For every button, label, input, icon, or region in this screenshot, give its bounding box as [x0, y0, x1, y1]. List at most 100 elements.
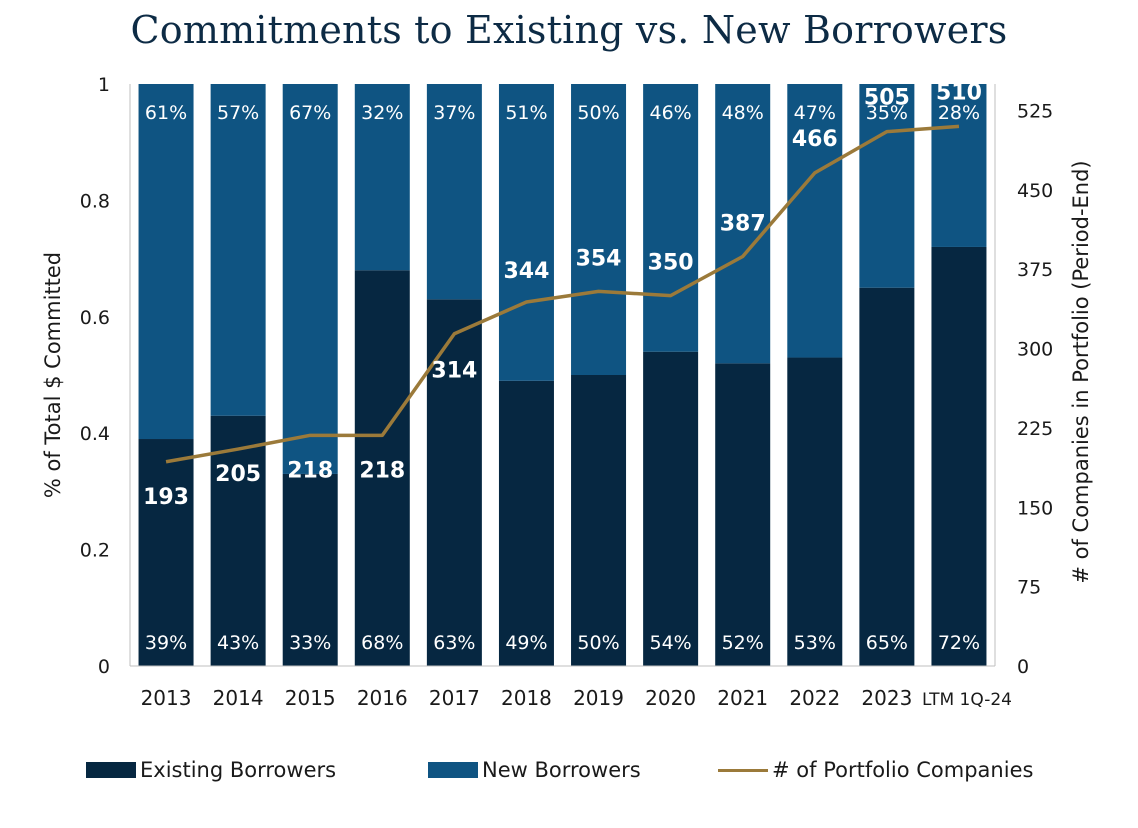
bar-label-new-0: 61% — [145, 102, 187, 124]
legend-label-portfolio: # of Portfolio Companies — [772, 758, 1034, 782]
bar-existing-0 — [138, 439, 194, 666]
bar-new-3 — [354, 84, 410, 271]
bar-existing-5 — [498, 380, 554, 666]
bar-new-1 — [210, 84, 266, 416]
line-label-11: 510 — [936, 80, 982, 105]
x-tick-label-9: 2022 — [789, 686, 840, 710]
bar-new-0 — [138, 84, 194, 440]
y-tick-label-1: 0.2 — [80, 540, 110, 562]
bar-label-existing-2: 33% — [289, 632, 331, 654]
y2-tick-label-2: 150 — [1017, 497, 1053, 519]
bar-label-existing-9: 53% — [794, 632, 836, 654]
line-label-7: 350 — [648, 251, 694, 276]
bar-existing-2 — [282, 473, 338, 666]
line-label-2: 218 — [287, 458, 333, 483]
line-label-3: 218 — [359, 458, 405, 483]
bar-label-existing-3: 68% — [361, 632, 403, 654]
y-tick-label-5: 1 — [98, 74, 110, 96]
line-label-4: 314 — [431, 359, 477, 384]
portfolio-line — [165, 124, 960, 464]
legend-swatch-existing — [86, 762, 136, 778]
y2-tick-label-6: 450 — [1017, 180, 1053, 202]
bar-label-new-10: 35% — [866, 102, 908, 124]
x-tick-label-5: 2018 — [501, 686, 552, 710]
chart-title: Commitments to Existing vs. New Borrower… — [130, 8, 1008, 52]
bar-label-existing-0: 39% — [145, 632, 187, 654]
line-label-5: 344 — [503, 259, 549, 284]
line-label-1: 205 — [215, 462, 261, 487]
line-label-6: 354 — [576, 246, 622, 271]
bar-label-new-3: 32% — [361, 102, 403, 124]
y2-tick-label-0: 0 — [1017, 656, 1029, 678]
y2-tick-label-1: 75 — [1017, 577, 1041, 599]
bar-label-existing-11: 72% — [938, 632, 980, 654]
x-tick-label-11: LTM 1Q-24 — [922, 690, 1012, 710]
x-tick-label-4: 2017 — [429, 686, 480, 710]
y-tick-label-2: 0.4 — [80, 423, 110, 445]
bar-existing-10 — [859, 287, 915, 666]
line-label-9: 466 — [792, 127, 838, 152]
y2-tick-label-3: 225 — [1017, 418, 1053, 440]
bar-new-11 — [931, 84, 987, 247]
bar-label-existing-5: 49% — [505, 632, 547, 654]
y-tick-label-3: 0.6 — [80, 307, 110, 329]
bar-existing-3 — [354, 270, 410, 666]
legend-label-new: New Borrowers — [482, 758, 641, 782]
bar-existing-9 — [787, 357, 843, 666]
y-tick-label-0: 0 — [98, 656, 110, 678]
x-tick-label-2: 2015 — [285, 686, 336, 710]
bar-new-5 — [498, 84, 554, 381]
bar-new-6 — [571, 84, 627, 375]
legend-label-existing: Existing Borrowers — [140, 758, 337, 782]
bar-existing-6 — [571, 375, 627, 666]
y-axis-title: % of Total $ Committed — [41, 252, 65, 498]
x-tick-label-6: 2019 — [573, 686, 624, 710]
bar-label-existing-10: 65% — [866, 632, 908, 654]
y2-tick-label-7: 525 — [1017, 100, 1053, 122]
y2-axis-title: # of Companies in Portfolio (Period-End) — [1069, 160, 1093, 583]
legend-item-new: New Borrowers — [428, 758, 641, 782]
x-tick-label-3: 2016 — [357, 686, 408, 710]
x-tick-label-0: 2013 — [141, 686, 192, 710]
bar-label-new-2: 67% — [289, 102, 331, 124]
x-tick-label-1: 2014 — [213, 686, 264, 710]
bar-label-new-4: 37% — [433, 102, 475, 124]
bar-label-existing-4: 63% — [433, 632, 475, 654]
x-tick-label-8: 2021 — [717, 686, 768, 710]
bar-label-new-7: 46% — [650, 102, 692, 124]
legend-item-portfolio: # of Portfolio Companies — [718, 758, 1033, 782]
bar-label-existing-8: 52% — [722, 632, 764, 654]
bar-label-existing-7: 54% — [650, 632, 692, 654]
legend-item-existing: Existing Borrowers — [86, 758, 336, 782]
bar-label-new-1: 57% — [217, 102, 259, 124]
bar-new-2 — [282, 84, 338, 474]
bar-new-10 — [859, 84, 915, 288]
bar-new-4 — [426, 84, 482, 300]
bar-new-9 — [787, 84, 843, 358]
y2-tick-label-4: 300 — [1017, 339, 1053, 361]
bar-existing-1 — [210, 415, 266, 666]
bar-existing-8 — [715, 363, 771, 666]
bar-label-new-11: 28% — [938, 102, 980, 124]
bar-label-new-6: 50% — [577, 102, 619, 124]
bar-label-new-5: 51% — [505, 102, 547, 124]
y2-tick-label-5: 375 — [1017, 259, 1053, 281]
legend: Existing Borrowers New Borrowers # of Po… — [0, 758, 1138, 790]
legend-swatch-new — [428, 762, 478, 778]
line-label-10: 505 — [864, 86, 910, 111]
bar-new-7 — [643, 84, 699, 352]
x-tick-label-10: 2023 — [861, 686, 912, 710]
bar-existing-7 — [643, 351, 699, 666]
bar-label-new-9: 47% — [794, 102, 836, 124]
bar-label-existing-1: 43% — [217, 632, 259, 654]
x-tick-label-7: 2020 — [645, 686, 696, 710]
line-label-8: 387 — [720, 211, 766, 236]
chart-area: 61% 39% 2013 57% 43% 2014 67% 33% 2015 32% 68% 2016… — [41, 74, 1093, 710]
y-tick-label-4: 0.8 — [80, 190, 110, 212]
bar-existing-4 — [426, 299, 482, 666]
bar-new-8 — [715, 84, 771, 364]
bar-label-existing-6: 50% — [577, 632, 619, 654]
bar-existing-11 — [931, 246, 987, 666]
bar-label-new-8: 48% — [722, 102, 764, 124]
line-label-0: 193 — [143, 485, 189, 510]
